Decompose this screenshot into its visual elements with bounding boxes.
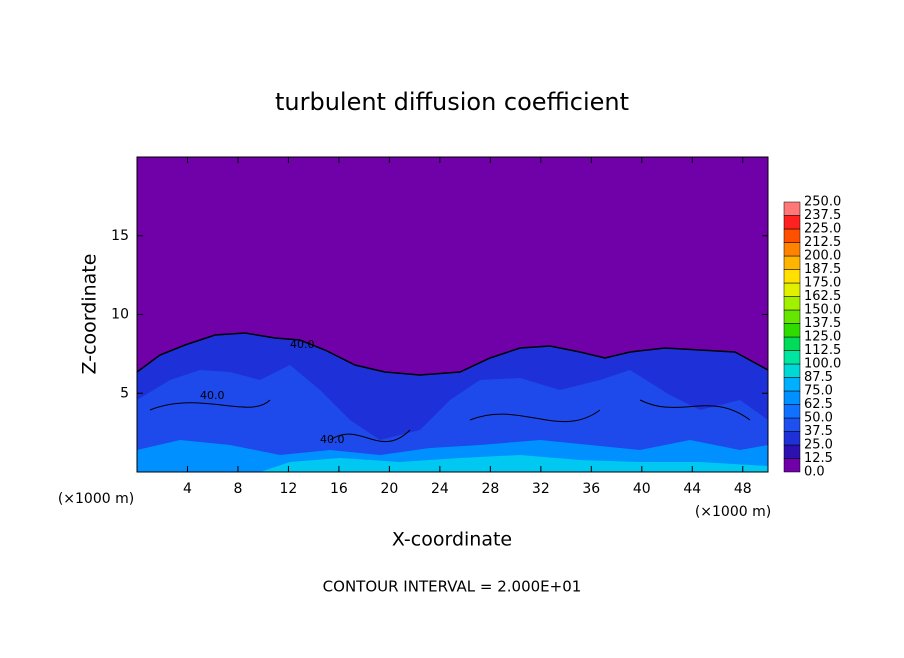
colorbar-band [783,309,801,324]
colorbar-band [783,282,801,297]
x-tick-label: 44 [683,481,701,497]
colorbar-label: 175.0 [804,276,841,291]
colorbar-label: 125.0 [804,330,841,345]
colorbar-band [783,350,801,365]
x-tick-label: 32 [532,481,550,497]
colorbar-label: 150.0 [804,303,841,318]
x-tick-label: 8 [233,481,242,497]
y-unit: (×1000 m) [58,491,134,507]
colorbar-band [783,201,801,216]
x-unit: (×1000 m) [695,504,771,520]
contour-label: 40.0 [290,338,315,351]
contour-field [136,157,769,472]
colorbar-label: 12.5 [804,451,833,466]
colorbar-label: 250.0 [804,195,841,210]
colorbar-label: 100.0 [804,357,841,372]
x-tick-label: 16 [330,481,348,497]
colorbar-band [783,296,801,311]
x-tick-label: 40 [633,481,651,497]
colorbar-label: 112.5 [804,343,841,358]
colorbar-band [783,444,801,459]
footnote: CONTOUR INTERVAL = 2.000E+01 [323,578,582,596]
contour-label: 40.0 [320,433,345,446]
colorbar-band [783,417,801,432]
x-tick-label: 12 [280,481,298,497]
x-axis-label: X-coordinate [392,529,512,551]
x-tick-label: 48 [734,481,752,497]
x-tick-label: 28 [481,481,499,497]
colorbar-band [783,458,801,473]
colorbar-label: 187.5 [804,262,841,277]
y-axis-label: Z-coordinate [79,254,101,375]
colorbar-band [783,377,801,392]
x-tick-label: 4 [183,481,192,497]
colorbar-band [783,336,801,351]
colorbar-label: 25.0 [804,438,833,453]
y-tick-label: 15 [111,228,129,244]
x-tick-label: 20 [380,481,398,497]
x-tick-label: 36 [582,481,600,497]
colorbar-label: 87.5 [804,370,833,385]
colorbar-label: 137.5 [804,316,841,331]
colorbar-label: 62.5 [804,397,833,412]
colorbar-band [783,242,801,257]
colorbar-label: 37.5 [804,424,833,439]
colorbar-label: 200.0 [804,249,841,264]
y-tick-label: 10 [111,307,129,323]
colorbar-label: 0.0 [804,465,825,480]
x-tick-label: 24 [431,481,449,497]
colorbar-label: 162.5 [804,289,841,304]
colorbar-label: 212.5 [804,235,841,250]
colorbar-label: 75.0 [804,384,833,399]
chart-title: turbulent diffusion coefficient [275,88,629,116]
colorbar-label: 225.0 [804,222,841,237]
colorbar-band [783,431,801,446]
colorbar-band [783,255,801,270]
colorbar-band [783,404,801,419]
colorbar-band [783,215,801,230]
colorbar-band [783,323,801,338]
colorbar-label: 237.5 [804,208,841,223]
colorbar-band [783,269,801,284]
y-tick-label: 5 [120,385,129,401]
colorbar-band [783,228,801,243]
contour-label: 40.0 [200,389,225,402]
colorbar-label: 50.0 [804,411,833,426]
colorbar-band [783,363,801,378]
colorbar-band [783,390,801,405]
